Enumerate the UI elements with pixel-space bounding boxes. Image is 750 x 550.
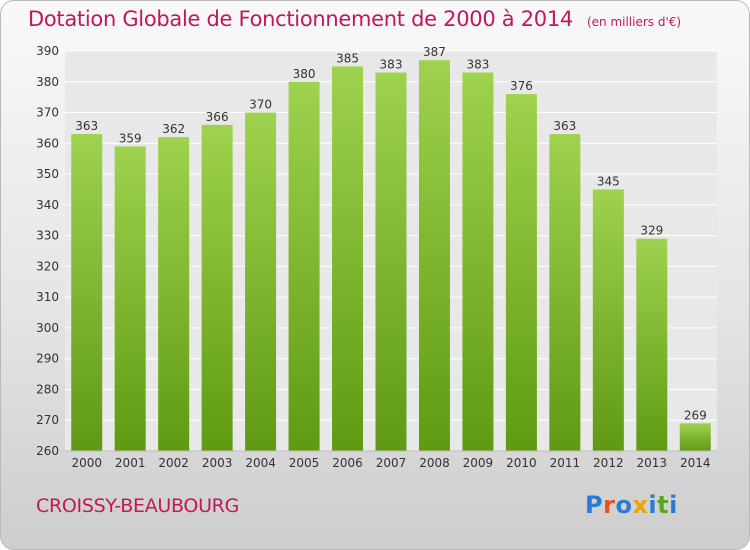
value-label-2014: 269 bbox=[684, 408, 707, 422]
x-tick-label-2002: 2002 bbox=[158, 456, 189, 470]
y-tick-label: 300 bbox=[36, 321, 59, 335]
bar-2005 bbox=[288, 81, 320, 452]
x-tick-label-2007: 2007 bbox=[376, 456, 407, 470]
value-label-2004: 370 bbox=[249, 98, 272, 112]
bar-2004 bbox=[245, 112, 277, 452]
bar-2007 bbox=[375, 72, 407, 452]
proxiti-logo: Proxiti bbox=[585, 491, 678, 519]
logo-letter: t bbox=[657, 491, 670, 519]
value-label-2012: 345 bbox=[597, 174, 620, 188]
value-label-2001: 359 bbox=[119, 131, 142, 145]
value-label-2008: 387 bbox=[423, 45, 446, 59]
bar-2010 bbox=[505, 94, 537, 452]
x-axis-ticks: 2000 2001 2002 2003 2004 2005 2006 2007 2008 2009… bbox=[71, 456, 710, 470]
logo-letter: o bbox=[615, 491, 633, 519]
y-tick-label: 350 bbox=[36, 167, 59, 181]
x-tick-label-2006: 2006 bbox=[332, 456, 363, 470]
chart-subtitle: (en milliers d'€) bbox=[586, 15, 682, 29]
value-label-2002: 362 bbox=[162, 122, 185, 136]
x-tick-label-2004: 2004 bbox=[245, 456, 276, 470]
y-tick-label: 360 bbox=[36, 136, 59, 150]
bar-2011 bbox=[549, 134, 581, 452]
value-label-2006: 385 bbox=[336, 51, 359, 65]
y-tick-label: 370 bbox=[36, 106, 59, 120]
y-tick-label: 260 bbox=[36, 444, 59, 458]
x-tick-label-2013: 2013 bbox=[637, 456, 668, 470]
y-tick-label: 320 bbox=[36, 259, 59, 273]
value-label-2011: 363 bbox=[553, 119, 576, 133]
bars bbox=[71, 60, 711, 452]
value-label-2013: 329 bbox=[640, 224, 663, 238]
value-label-2010: 376 bbox=[510, 79, 533, 93]
logo-letter: P bbox=[585, 491, 604, 519]
x-tick-label-2014: 2014 bbox=[680, 456, 711, 470]
bar-2013 bbox=[636, 238, 668, 451]
y-axis-ticks: 260 270 280 290 300 310 320 330 340 350 360 370 380 3… bbox=[36, 44, 59, 458]
x-tick-label-2003: 2003 bbox=[202, 456, 233, 470]
x-tick-label-2011: 2011 bbox=[550, 456, 581, 470]
bar-2000 bbox=[71, 134, 103, 452]
bar-2009 bbox=[462, 72, 494, 452]
commune-name: CROISSY-BEAUBOURG bbox=[36, 495, 240, 517]
logo-letter: i bbox=[648, 491, 658, 519]
y-tick-label: 330 bbox=[36, 229, 59, 243]
bar-2014 bbox=[679, 423, 711, 451]
logo-letter: x bbox=[632, 491, 649, 519]
bar-2003 bbox=[201, 124, 233, 451]
x-tick-label-2000: 2000 bbox=[71, 456, 102, 470]
x-tick-label-2005: 2005 bbox=[289, 456, 320, 470]
x-tick-label-2009: 2009 bbox=[463, 456, 494, 470]
value-label-2007: 383 bbox=[380, 58, 403, 72]
x-tick-label-2008: 2008 bbox=[419, 456, 450, 470]
y-tick-label: 390 bbox=[36, 44, 59, 58]
y-tick-label: 340 bbox=[36, 198, 59, 212]
value-label-2009: 383 bbox=[466, 58, 489, 72]
logo-letter: r bbox=[603, 491, 616, 519]
y-tick-label: 380 bbox=[36, 75, 59, 89]
bar-2008 bbox=[418, 60, 450, 451]
bar-2001 bbox=[114, 146, 146, 451]
title-row: Dotation Globale de Fonctionnement de 20… bbox=[28, 7, 681, 31]
bar-2002 bbox=[158, 137, 190, 451]
value-labels: 363 359 362 366 370 380 385 383 387 383 376 363 345 3… bbox=[75, 45, 706, 422]
y-tick-label: 280 bbox=[36, 382, 59, 396]
bar-2012 bbox=[592, 189, 624, 451]
x-tick-label-2012: 2012 bbox=[593, 456, 624, 470]
value-label-2000: 363 bbox=[75, 119, 98, 133]
y-tick-label: 270 bbox=[36, 413, 59, 427]
y-tick-label: 290 bbox=[36, 352, 59, 366]
value-label-2003: 366 bbox=[206, 110, 229, 124]
x-tick-label-2010: 2010 bbox=[506, 456, 537, 470]
value-label-2005: 380 bbox=[293, 67, 316, 81]
chart-title: Dotation Globale de Fonctionnement de 20… bbox=[28, 7, 573, 31]
x-tick-label-2001: 2001 bbox=[115, 456, 146, 470]
logo-letter: i bbox=[669, 491, 678, 519]
y-tick-label: 310 bbox=[36, 290, 59, 304]
bar-2006 bbox=[332, 66, 364, 451]
